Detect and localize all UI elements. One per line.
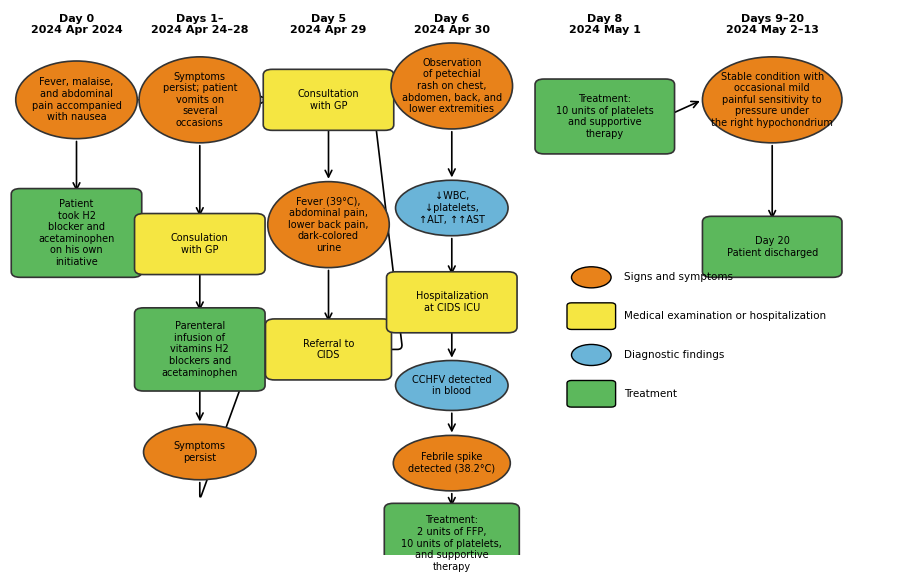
- Text: Observation
of petechial
rash on chest,
abdomen, back, and
lower extremities: Observation of petechial rash on chest, …: [401, 58, 502, 114]
- Text: Symptoms
persist: Symptoms persist: [174, 441, 226, 463]
- Text: Referral to
CIDS: Referral to CIDS: [302, 339, 355, 360]
- FancyBboxPatch shape: [135, 214, 266, 274]
- Text: Stable condition with
occasional mild
painful sensitivity to
pressure under
the : Stable condition with occasional mild pa…: [711, 72, 833, 128]
- Text: Medical examination or hospitalization: Medical examination or hospitalization: [624, 311, 826, 321]
- FancyBboxPatch shape: [135, 308, 266, 391]
- Ellipse shape: [144, 424, 256, 480]
- Ellipse shape: [391, 43, 513, 129]
- Text: Signs and symptoms: Signs and symptoms: [624, 272, 733, 282]
- FancyBboxPatch shape: [387, 272, 517, 333]
- FancyBboxPatch shape: [567, 303, 616, 329]
- Text: Fever (39°C),
abdominal pain,
lower back pain,
dark-colored
urine: Fever (39°C), abdominal pain, lower back…: [288, 196, 369, 253]
- Text: Day 6
2024 Apr 30: Day 6 2024 Apr 30: [414, 14, 490, 36]
- FancyBboxPatch shape: [567, 381, 616, 407]
- Ellipse shape: [702, 57, 842, 143]
- Ellipse shape: [396, 180, 508, 236]
- Ellipse shape: [396, 360, 508, 410]
- Text: Day 20
Patient discharged: Day 20 Patient discharged: [726, 236, 818, 258]
- Ellipse shape: [393, 436, 510, 491]
- Ellipse shape: [572, 344, 611, 366]
- Text: Diagnostic findings: Diagnostic findings: [624, 350, 724, 360]
- Text: CCHFV detected
in blood: CCHFV detected in blood: [412, 375, 491, 396]
- Text: ↓WBC,
↓platelets,
↑ALT, ↑↑AST: ↓WBC, ↓platelets, ↑ALT, ↑↑AST: [418, 191, 485, 224]
- Text: Day 5
2024 Apr 29: Day 5 2024 Apr 29: [291, 14, 366, 36]
- FancyBboxPatch shape: [263, 69, 394, 130]
- Text: Parenteral
infusion of
vitamins H2
blockers and
acetaminophen: Parenteral infusion of vitamins H2 block…: [162, 321, 238, 378]
- FancyBboxPatch shape: [702, 216, 842, 277]
- FancyBboxPatch shape: [384, 503, 519, 574]
- Text: Days 1–
2024 Apr 24–28: Days 1– 2024 Apr 24–28: [151, 14, 248, 36]
- Ellipse shape: [140, 57, 261, 143]
- Text: Symptoms
persist; patient
vomits on
several
occasions: Symptoms persist; patient vomits on seve…: [163, 72, 237, 128]
- Text: Day 8
2024 May 1: Day 8 2024 May 1: [569, 14, 641, 36]
- Text: Consultation
with GP: Consultation with GP: [298, 89, 359, 111]
- FancyBboxPatch shape: [266, 319, 392, 380]
- Text: Febrile spike
detected (38.2°C): Febrile spike detected (38.2°C): [409, 452, 495, 474]
- FancyBboxPatch shape: [535, 79, 675, 154]
- Text: Patient
took H2
blocker and
acetaminophen
on his own
initiative: Patient took H2 blocker and acetaminophe…: [39, 199, 114, 267]
- Text: Day 0
2024 Apr 2024: Day 0 2024 Apr 2024: [31, 14, 122, 36]
- Text: Treatment: Treatment: [624, 389, 677, 399]
- Ellipse shape: [572, 267, 611, 288]
- Text: Hospitalization
at CIDS ICU: Hospitalization at CIDS ICU: [416, 292, 488, 313]
- Text: Treatment:
2 units of FFP,
10 units of platelets,
and supportive
therapy: Treatment: 2 units of FFP, 10 units of p…: [401, 515, 502, 572]
- Text: Treatment:
10 units of platelets
and supportive
therapy: Treatment: 10 units of platelets and sup…: [556, 94, 653, 139]
- Text: Fever, malaise,
and abdominal
pain accompanied
with nausea: Fever, malaise, and abdominal pain accom…: [32, 77, 122, 122]
- Ellipse shape: [15, 61, 137, 139]
- Text: Days 9–20
2024 May 2–13: Days 9–20 2024 May 2–13: [725, 14, 819, 36]
- FancyBboxPatch shape: [12, 189, 142, 277]
- Ellipse shape: [268, 181, 389, 267]
- Text: Consulation
with GP: Consulation with GP: [171, 233, 229, 255]
